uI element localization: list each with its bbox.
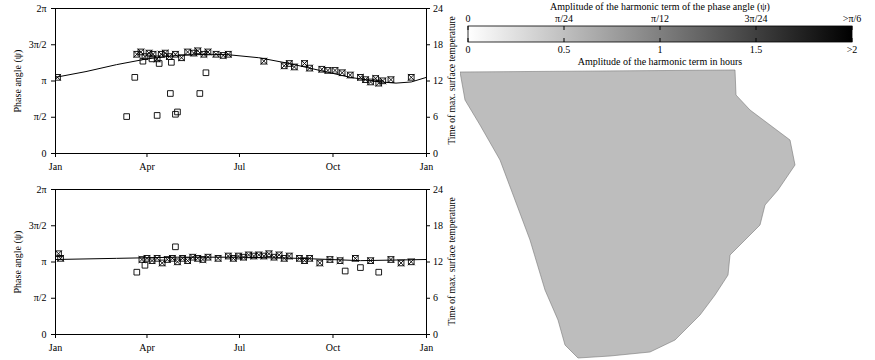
svg-text:Amplitude of the harmonic term: Amplitude of the harmonic term in hours xyxy=(578,56,743,67)
svg-text:2π: 2π xyxy=(36,3,46,14)
svg-text:1: 1 xyxy=(658,44,663,55)
svg-text:0: 0 xyxy=(466,44,471,55)
svg-text:π: π xyxy=(41,75,46,86)
svg-text:2π: 2π xyxy=(36,184,46,195)
svg-text:Phase angle (ψ): Phase angle (ψ) xyxy=(12,231,24,294)
svg-text:0: 0 xyxy=(466,13,471,24)
svg-text:Jan: Jan xyxy=(420,342,433,353)
svg-text:1.5: 1.5 xyxy=(750,44,763,55)
svg-text:3π/24: 3π/24 xyxy=(745,13,768,24)
svg-text:Jan: Jan xyxy=(49,342,62,353)
svg-text:π/2: π/2 xyxy=(34,111,47,122)
svg-text:Apr: Apr xyxy=(139,342,155,353)
svg-text:24: 24 xyxy=(433,184,443,195)
svg-text:6: 6 xyxy=(433,111,438,122)
svg-text:π: π xyxy=(41,256,46,267)
svg-text:Jan: Jan xyxy=(49,161,62,172)
svg-text:3π/2: 3π/2 xyxy=(29,39,47,50)
svg-text:18: 18 xyxy=(433,220,443,231)
svg-text:3π/2: 3π/2 xyxy=(29,220,47,231)
svg-text:0.5: 0.5 xyxy=(558,44,571,55)
svg-text:Jan: Jan xyxy=(420,161,433,172)
svg-text:Phase angle (ψ): Phase angle (ψ) xyxy=(12,50,24,113)
svg-text:0: 0 xyxy=(42,329,47,340)
svg-text:Oct: Oct xyxy=(326,342,341,353)
svg-text:0: 0 xyxy=(433,329,438,340)
svg-text:Time of max. surface temperatu: Time of max. surface temperature xyxy=(447,197,457,326)
svg-text:π/24: π/24 xyxy=(555,13,573,24)
svg-text:0: 0 xyxy=(42,148,47,159)
svg-text:18: 18 xyxy=(433,39,443,50)
svg-text:Oct: Oct xyxy=(326,161,341,172)
svg-text:0: 0 xyxy=(433,148,438,159)
svg-text:Time of max. surface temperatu: Time of max. surface temperature xyxy=(447,16,457,145)
svg-text:12: 12 xyxy=(433,256,443,267)
svg-text:12: 12 xyxy=(433,75,443,86)
svg-text:π/12: π/12 xyxy=(651,13,669,24)
svg-text:6: 6 xyxy=(433,292,438,303)
svg-text:Jul: Jul xyxy=(234,161,246,172)
svg-text:Apr: Apr xyxy=(139,161,155,172)
svg-text:>π/6: >π/6 xyxy=(843,13,861,24)
svg-text:Amplitude of the harmonic term: Amplitude of the harmonic term of the ph… xyxy=(550,1,770,13)
svg-text:>2: >2 xyxy=(847,44,858,55)
svg-text:Jul: Jul xyxy=(234,342,246,353)
svg-text:24: 24 xyxy=(433,3,443,14)
svg-text:π/2: π/2 xyxy=(34,292,47,303)
